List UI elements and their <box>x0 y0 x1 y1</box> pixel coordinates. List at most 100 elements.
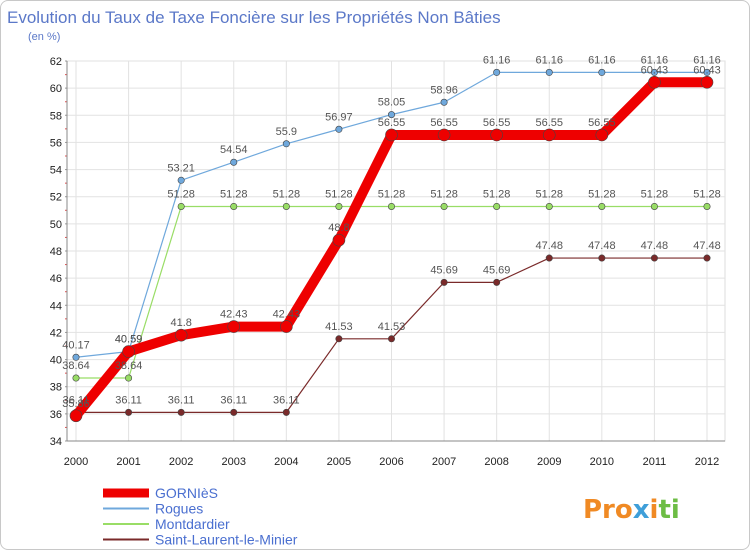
data-label: 36.11 <box>220 394 247 406</box>
data-point <box>650 68 658 76</box>
series-GORNIèS <box>69 76 714 423</box>
data-label: 56.55 <box>483 117 511 129</box>
data-label: 41.8 <box>170 317 191 329</box>
unit-label: (en %) <box>28 31 60 43</box>
y-tick-label: 40 <box>50 355 62 367</box>
data-point <box>700 76 714 89</box>
data-point <box>387 111 395 119</box>
data-label: 41.53 <box>325 321 353 333</box>
x-tick-label: 2009 <box>537 456 561 468</box>
data-point <box>122 345 135 358</box>
data-label: 51.28 <box>641 188 669 200</box>
data-point <box>598 202 606 210</box>
x-tick-label: 2002 <box>169 456 193 468</box>
data-point <box>385 128 398 142</box>
data-label: 61.16 <box>693 54 721 66</box>
data-label: 47.48 <box>588 240 616 252</box>
data-point <box>282 140 290 148</box>
x-tick-label: 2010 <box>590 456 614 468</box>
data-label: 40.17 <box>62 339 90 351</box>
data-label: 47.48 <box>693 240 721 252</box>
legend: GORNIèSRoguesMontdardierSaint-Laurent-le… <box>103 485 298 548</box>
x-tick-label: 2001 <box>116 456 140 468</box>
y-tick-label: 58 <box>50 110 62 122</box>
data-label: 51.28 <box>430 188 458 200</box>
labels-Montdardier: 38.64 38.64 51.28 51.28 51.28 51.28 51.28 51.28… <box>62 188 721 372</box>
data-point <box>598 254 606 262</box>
data-label: 56.97 <box>325 111 353 123</box>
proxiti-logo: Proxiti <box>583 495 680 525</box>
data-point <box>440 98 448 106</box>
legend-label: Montdardier <box>155 516 230 532</box>
data-point <box>177 176 185 184</box>
y-tick-label: 50 <box>50 219 62 231</box>
data-point <box>72 374 80 382</box>
legend-label: Saint-Laurent-le-Minier <box>155 532 298 548</box>
data-label: 51.28 <box>588 188 616 200</box>
x-tick-label: 2000 <box>64 456 88 468</box>
data-label: 47.48 <box>535 240 563 252</box>
data-point <box>332 233 346 247</box>
y-tick-label: 52 <box>50 192 62 204</box>
data-label: 38.64 <box>62 360 90 372</box>
data-label: 51.28 <box>220 188 248 200</box>
y-tick-label: 56 <box>50 137 62 149</box>
data-point <box>282 408 290 416</box>
data-point <box>545 68 553 76</box>
data-label: 51.28 <box>167 188 195 200</box>
x-tick-label: 2003 <box>222 456 246 468</box>
data-label: 42.43 <box>273 309 301 321</box>
data-label: 51.28 <box>693 188 721 200</box>
data-label: 40.59 <box>115 334 143 346</box>
series-Montdardier <box>72 202 711 382</box>
y-tick-label: 48 <box>50 246 62 258</box>
series-Rogues <box>72 68 711 361</box>
x-tick-label: 2004 <box>274 456 298 468</box>
legend-label: GORNIèS <box>155 485 218 501</box>
data-label: 35.86 <box>62 398 90 410</box>
data-point <box>387 335 395 343</box>
y-tick-label: 60 <box>50 83 62 95</box>
y-tick-label: 34 <box>50 436 62 448</box>
data-point <box>335 125 343 133</box>
y-tick-label: 38 <box>50 382 62 394</box>
data-point <box>648 76 661 89</box>
x-tick-label: 2005 <box>327 456 351 468</box>
data-label: 58.05 <box>378 97 406 109</box>
data-point <box>703 68 711 76</box>
data-point <box>493 68 501 76</box>
data-point <box>282 202 290 210</box>
data-point <box>650 254 658 262</box>
data-label: 60.43 <box>693 64 721 76</box>
labels-Saint-Laurent-le-Minier: 36.11 36.11 36.11 36.11 36.11 41.53 41.53 45.69… <box>63 240 721 406</box>
data-label: 53.21 <box>167 162 195 174</box>
logo-text: Proxiti <box>583 495 680 525</box>
data-point <box>177 202 185 210</box>
data-label: 36.11 <box>168 394 195 406</box>
data-label: 54.54 <box>220 144 248 156</box>
data-point <box>440 202 448 210</box>
data-label: 51.28 <box>483 188 511 200</box>
data-point <box>174 328 188 342</box>
data-label: 55.9 <box>276 126 297 138</box>
x-tick-label: 2006 <box>379 456 403 468</box>
data-point <box>125 374 133 382</box>
data-point <box>125 408 133 416</box>
data-point <box>230 408 238 416</box>
data-point <box>703 254 711 262</box>
series-Saint-Laurent-le-Minier <box>72 254 711 416</box>
y-tick-label: 36 <box>50 409 62 421</box>
data-point <box>227 320 241 333</box>
data-label: 51.28 <box>535 188 563 200</box>
data-point <box>72 353 80 361</box>
chart-title: Evolution du Taux de Taxe Foncière sur l… <box>7 8 501 27</box>
data-point <box>440 278 448 286</box>
data-point <box>387 202 395 210</box>
data-label: 61.16 <box>483 54 511 66</box>
data-label: 60.43 <box>641 64 669 76</box>
data-label: 51.28 <box>378 188 406 200</box>
y-tick-label: 46 <box>50 273 62 285</box>
data-point <box>650 202 658 210</box>
